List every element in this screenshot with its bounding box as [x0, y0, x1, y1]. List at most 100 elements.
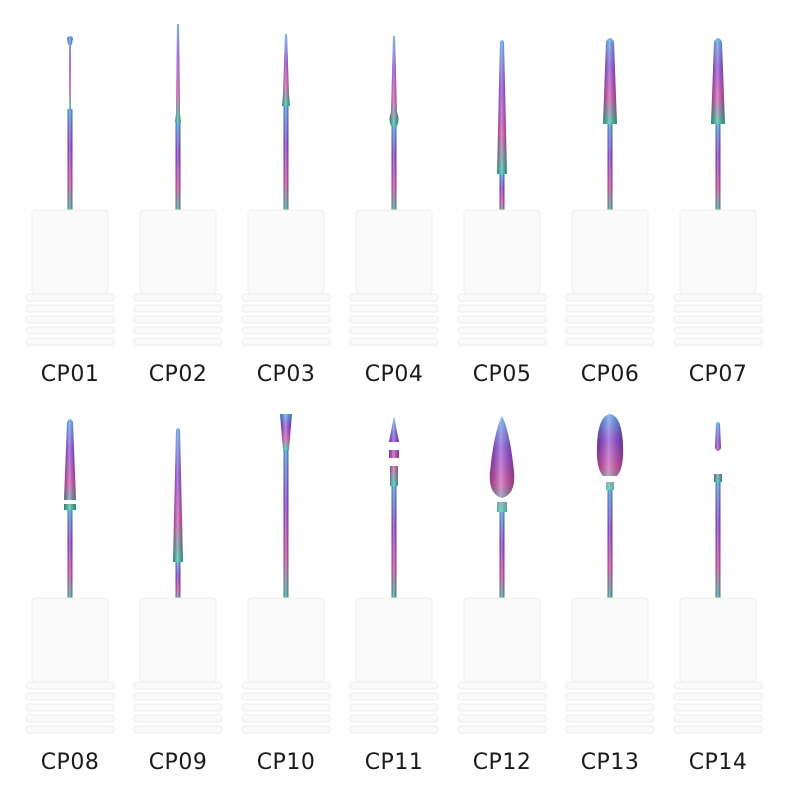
mandrel-rib — [241, 681, 331, 690]
mandrel-rib — [349, 304, 439, 313]
mandrel-rib — [673, 326, 763, 335]
product-code-label: CP02 — [148, 362, 208, 387]
product-item-cp04: CP04 — [344, 14, 444, 387]
bit-image — [673, 38, 763, 346]
mandrel-body — [571, 209, 649, 295]
bit-image — [133, 24, 223, 346]
mandrel-rib — [241, 703, 331, 712]
product-item-cp06: CP06 — [560, 14, 660, 387]
bit-image — [673, 422, 763, 734]
mandrel-rib — [133, 315, 223, 324]
product-code-label: CP03 — [256, 362, 316, 387]
product-code-label: CP13 — [580, 750, 640, 775]
mandrel-rib — [25, 703, 115, 712]
mandrel-rib — [25, 681, 115, 690]
mandrel-rib — [133, 725, 223, 734]
mandrel-rib — [25, 714, 115, 723]
bit-image — [25, 36, 115, 346]
mandrel-rib — [673, 692, 763, 701]
mandrel-rib — [133, 293, 223, 302]
mandrel-rib — [241, 714, 331, 723]
mandrel-rib — [349, 703, 439, 712]
mandrel-body — [463, 209, 541, 295]
mandrel-rib — [457, 293, 547, 302]
product-code-label: CP09 — [148, 750, 208, 775]
mandrel-rib — [673, 304, 763, 313]
mandrel-body — [247, 597, 325, 683]
mandrel-rib — [133, 337, 223, 346]
mandrel-rib — [241, 304, 331, 313]
mandrel-rib — [25, 315, 115, 324]
product-item-cp13: CP13 — [560, 402, 660, 775]
mandrel-rib — [25, 725, 115, 734]
mandrel-rib — [565, 337, 655, 346]
mandrel-body — [139, 597, 217, 683]
mandrel-rib — [457, 337, 547, 346]
product-code-label: CP01 — [40, 362, 100, 387]
product-code-label: CP07 — [688, 362, 748, 387]
mandrel-rib — [565, 681, 655, 690]
mandrel-body — [355, 597, 433, 683]
product-code-label: CP04 — [364, 362, 424, 387]
product-item-cp07: CP07 — [668, 14, 768, 387]
product-item-cp02: CP02 — [128, 14, 228, 387]
product-item-cp05: CP05 — [452, 14, 552, 387]
mandrel-rib — [565, 703, 655, 712]
mandrel-rib — [565, 293, 655, 302]
bit-image — [457, 40, 547, 346]
mandrel-rib — [457, 326, 547, 335]
mandrel-rib — [25, 304, 115, 313]
bit-image — [349, 416, 439, 734]
mandrel-rib — [565, 714, 655, 723]
mandrel-rib — [673, 337, 763, 346]
product-item-cp03: CP03 — [236, 14, 336, 387]
product-code-label: CP11 — [364, 750, 424, 775]
mandrel-rib — [457, 703, 547, 712]
mandrel-rib — [349, 725, 439, 734]
mandrel-body — [679, 209, 757, 295]
mandrel-body — [679, 597, 757, 683]
mandrel-rib — [673, 725, 763, 734]
mandrel-rib — [349, 315, 439, 324]
mandrel-rib — [133, 714, 223, 723]
mandrel-rib — [241, 293, 331, 302]
mandrel-rib — [565, 304, 655, 313]
mandrel-rib — [673, 681, 763, 690]
product-item-cp01: CP01 — [20, 14, 120, 387]
product-code-label: CP14 — [688, 750, 748, 775]
bit-image — [25, 419, 115, 734]
mandrel-rib — [241, 337, 331, 346]
mandrel-rib — [565, 725, 655, 734]
product-code-label: CP06 — [580, 362, 640, 387]
product-item-cp08: CP08 — [20, 402, 120, 775]
mandrel-rib — [565, 315, 655, 324]
mandrel-rib — [349, 681, 439, 690]
mandrel-rib — [457, 304, 547, 313]
mandrel-body — [571, 597, 649, 683]
mandrel-body — [31, 209, 109, 295]
product-row-1: CP01 CP02 CP03 CP04 CP05 CP06 CP07 — [20, 14, 780, 387]
mandrel-rib — [241, 315, 331, 324]
mandrel-rib — [133, 681, 223, 690]
mandrel-rib — [565, 692, 655, 701]
mandrel-body — [247, 209, 325, 295]
mandrel-rib — [673, 315, 763, 324]
mandrel-rib — [457, 681, 547, 690]
mandrel-rib — [241, 725, 331, 734]
mandrel-body — [463, 597, 541, 683]
mandrel-rib — [25, 293, 115, 302]
mandrel-body — [139, 209, 217, 295]
product-code-label: CP12 — [472, 750, 532, 775]
mandrel-rib — [133, 692, 223, 701]
bit-image — [457, 416, 547, 734]
mandrel-rib — [565, 326, 655, 335]
mandrel-rib — [457, 315, 547, 324]
product-code-label: CP08 — [40, 750, 100, 775]
mandrel-rib — [673, 703, 763, 712]
bit-image — [565, 414, 655, 734]
mandrel-rib — [457, 714, 547, 723]
mandrel-rib — [241, 326, 331, 335]
mandrel-rib — [349, 692, 439, 701]
mandrel-rib — [673, 293, 763, 302]
